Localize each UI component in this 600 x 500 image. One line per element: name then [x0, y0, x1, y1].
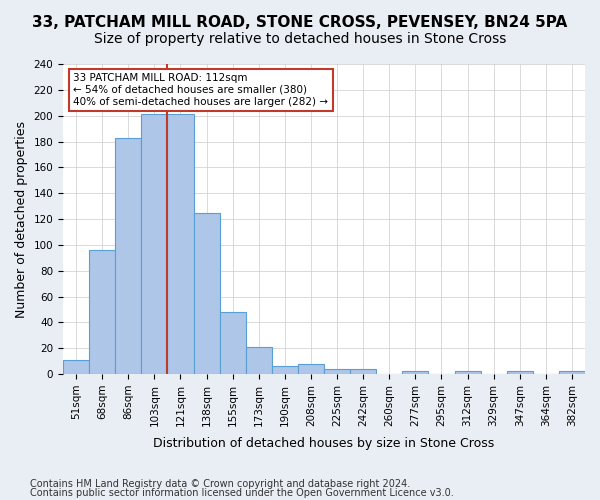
- Bar: [350, 369, 376, 374]
- Bar: [403, 372, 428, 374]
- Y-axis label: Number of detached properties: Number of detached properties: [15, 120, 28, 318]
- Text: Contains public sector information licensed under the Open Government Licence v3: Contains public sector information licen…: [30, 488, 454, 498]
- X-axis label: Distribution of detached houses by size in Stone Cross: Distribution of detached houses by size …: [154, 437, 494, 450]
- Bar: [298, 364, 324, 374]
- Bar: [246, 347, 272, 374]
- Bar: [220, 312, 246, 374]
- Text: 33 PATCHAM MILL ROAD: 112sqm
← 54% of detached houses are smaller (380)
40% of s: 33 PATCHAM MILL ROAD: 112sqm ← 54% of de…: [73, 74, 328, 106]
- Bar: [507, 372, 533, 374]
- Text: Contains HM Land Registry data © Crown copyright and database right 2024.: Contains HM Land Registry data © Crown c…: [30, 479, 410, 489]
- Bar: [115, 138, 142, 374]
- Bar: [89, 250, 115, 374]
- Text: 33, PATCHAM MILL ROAD, STONE CROSS, PEVENSEY, BN24 5PA: 33, PATCHAM MILL ROAD, STONE CROSS, PEVE…: [32, 15, 568, 30]
- Bar: [324, 369, 350, 374]
- Bar: [167, 114, 194, 374]
- Bar: [559, 372, 585, 374]
- Bar: [272, 366, 298, 374]
- Bar: [455, 372, 481, 374]
- Bar: [63, 360, 89, 374]
- Bar: [142, 114, 167, 374]
- Bar: [194, 212, 220, 374]
- Text: Size of property relative to detached houses in Stone Cross: Size of property relative to detached ho…: [94, 32, 506, 46]
